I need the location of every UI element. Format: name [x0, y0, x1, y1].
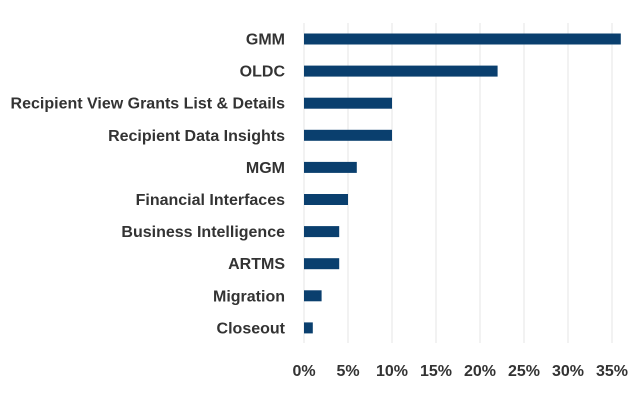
category-label: Recipient View Grants List & Details	[11, 96, 286, 113]
category-label: Financial Interfaces	[136, 192, 285, 209]
x-tick-label: 15%	[420, 363, 452, 380]
category-label: Closeout	[217, 320, 286, 337]
bar	[304, 65, 498, 77]
category-label: Migration	[213, 288, 285, 305]
category-label: OLDC	[240, 64, 286, 81]
x-tick-label: 35%	[596, 363, 628, 380]
bar	[304, 258, 340, 270]
x-tick-label: 25%	[508, 363, 540, 380]
category-label: ARTMS	[228, 256, 285, 273]
category-label: Business Intelligence	[121, 224, 285, 241]
category-label: MGM	[246, 160, 285, 177]
x-tick-label: 10%	[376, 363, 408, 380]
bar	[304, 290, 322, 302]
x-tick-label: 5%	[336, 363, 359, 380]
bar	[304, 161, 357, 173]
category-label: GMM	[246, 32, 285, 49]
bar	[304, 97, 392, 109]
bar	[304, 322, 313, 334]
x-tick-label: 0%	[292, 363, 315, 380]
bar	[304, 33, 621, 45]
category-label: Recipient Data Insights	[108, 128, 285, 145]
x-tick-label: 30%	[552, 363, 584, 380]
bar	[304, 226, 340, 238]
x-tick-label: 20%	[464, 363, 496, 380]
bar	[304, 194, 348, 205]
bar	[304, 129, 392, 141]
